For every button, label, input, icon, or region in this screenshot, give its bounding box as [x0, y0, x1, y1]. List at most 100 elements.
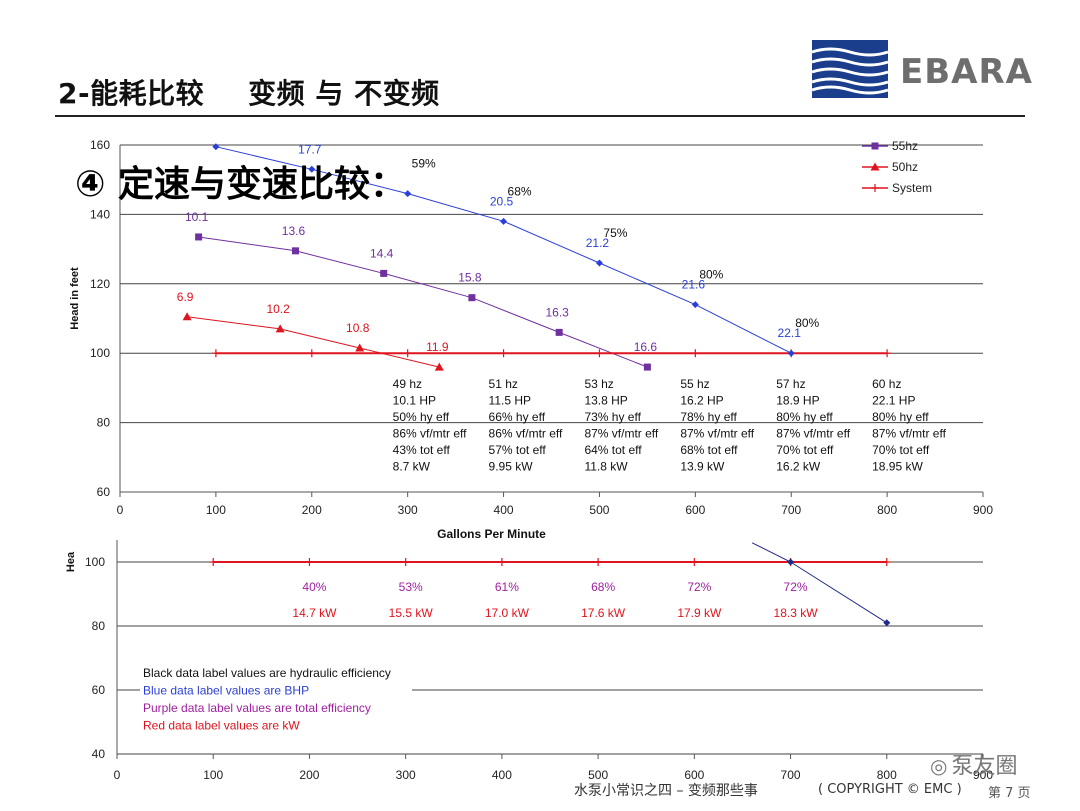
x-tick-label: 200 — [299, 768, 319, 780]
operating-point-text: 11.5 HP — [489, 394, 531, 408]
operating-point-text: 13.9 kW — [680, 460, 725, 474]
data-point — [594, 558, 603, 566]
x-tick-label: 600 — [685, 503, 705, 517]
y-tick-label: 100 — [85, 555, 105, 569]
operating-point-text: 60 hz — [872, 377, 901, 391]
legend-label: System — [892, 181, 932, 195]
data-point — [883, 349, 892, 358]
data-point — [211, 349, 220, 358]
data-label: 20.5 — [490, 194, 514, 208]
total-efficiency-label: 72% — [784, 580, 808, 594]
efficiency-label: 68% — [508, 184, 532, 198]
watermark-text: 泵友圈 — [951, 754, 1018, 779]
data-label: 10.1 — [185, 210, 209, 224]
operating-point-text: 8.7 kW — [393, 460, 431, 474]
x-tick-label: 700 — [781, 503, 801, 517]
footer-page-number: 第 7 页 — [988, 786, 1031, 801]
brand-wordmark: EBARA — [900, 52, 1033, 92]
series-line — [751, 542, 888, 624]
total-efficiency-label: 61% — [495, 580, 519, 594]
legend-note: Purple data label values are total effic… — [143, 701, 371, 715]
data-label: 17.7 — [298, 142, 322, 156]
legend-label: 50hz — [892, 160, 918, 174]
data-point — [643, 363, 651, 371]
data-point — [468, 294, 476, 302]
data-point — [555, 328, 563, 336]
chart-head-vs-flow-lower: 40 60 80 100 0 100 200 300 400 500 600 700 800 900 Hea… — [65, 540, 993, 780]
total-efficiency-label: 72% — [687, 580, 711, 594]
data-label: 6.9 — [177, 290, 194, 304]
x-tick-label: 0 — [117, 503, 124, 517]
data-point — [690, 558, 699, 566]
efficiency-label: 80% — [795, 316, 819, 330]
title-part2: 变频 与 不变频 — [248, 77, 440, 110]
data-point — [182, 312, 192, 321]
operating-point-text: 10.1 HP — [393, 394, 436, 408]
data-point — [787, 558, 795, 566]
efficiency-label: 75% — [603, 226, 627, 240]
y-tick-label: 120 — [90, 277, 110, 291]
y-axis-label: Head in feet — [69, 267, 81, 330]
legend-swatch-marker — [871, 142, 879, 150]
data-point — [404, 190, 412, 198]
operating-point-text: 16.2 HP — [680, 394, 723, 408]
y-tick-label: 140 — [90, 207, 110, 221]
operating-point-text: 13.8 HP — [584, 394, 627, 408]
operating-point-text: 86% vf/mtr eff — [489, 427, 563, 441]
x-tick-label: 400 — [492, 768, 512, 780]
y-tick-label: 80 — [92, 619, 106, 633]
data-point — [195, 233, 203, 241]
y-tick-label: 60 — [97, 485, 111, 499]
data-label: 10.8 — [346, 321, 370, 335]
y-tick-label: 160 — [90, 138, 110, 152]
operating-point-text: 80% hy eff — [776, 410, 833, 424]
kw-label: 17.9 kW — [677, 606, 722, 620]
operating-point-text: 80% hy eff — [872, 410, 929, 424]
data-point — [500, 217, 508, 225]
y-axis-label: Hea — [65, 551, 77, 572]
operating-point-text: 64% tot eff — [584, 443, 642, 457]
efficiency-label: 59% — [412, 157, 436, 171]
operating-point-text: 50% hy eff — [393, 410, 450, 424]
total-efficiency-label: 68% — [591, 580, 615, 594]
x-tick-label: 900 — [973, 768, 993, 780]
y-tick-label: 40 — [92, 747, 106, 761]
legend-note: Blue data label values are BHP — [143, 684, 309, 698]
operating-point-text: 87% vf/mtr eff — [680, 427, 754, 441]
y-tick-label: 100 — [90, 346, 110, 360]
total-efficiency-label: 53% — [399, 580, 423, 594]
data-label: 16.6 — [634, 340, 658, 354]
y-tick-label: 60 — [92, 683, 106, 697]
operating-point-text: 73% hy eff — [584, 410, 641, 424]
legend-swatch-marker — [871, 184, 879, 192]
title-part1: 2-能耗比较 — [58, 77, 205, 110]
x-tick-label: 400 — [494, 503, 514, 517]
operating-point-text: 68% tot eff — [680, 443, 738, 457]
chart-head-vs-flow: 60 80 100 120 140 160 0 100 200 300 400 500 600 700 80… — [69, 138, 993, 541]
operating-point-text: 87% vf/mtr eff — [776, 427, 850, 441]
data-label: 13.6 — [282, 224, 306, 238]
x-tick-label: 900 — [973, 503, 993, 517]
operating-point-text: 57% tot eff — [489, 443, 547, 457]
total-efficiency-label: 40% — [302, 580, 326, 594]
series-line — [198, 236, 648, 368]
x-tick-label: 300 — [398, 503, 418, 517]
x-tick-label: 100 — [203, 768, 223, 780]
overlay-heading: ④ 定速与变速比较： — [75, 164, 407, 205]
legend-label: 55hz — [892, 139, 918, 153]
operating-point-text: 53 hz — [584, 377, 613, 391]
operating-point-text: 11.8 kW — [584, 460, 628, 474]
x-tick-label: 300 — [396, 768, 416, 780]
x-tick-label: 700 — [781, 768, 801, 780]
data-point — [787, 349, 795, 357]
data-point — [883, 619, 891, 627]
kw-label: 15.5 kW — [389, 606, 434, 620]
data-point — [305, 558, 314, 566]
data-label: 11.9 — [426, 340, 449, 354]
y-tick-label: 80 — [97, 416, 111, 430]
x-tick-label: 0 — [114, 768, 121, 780]
data-label: 21.2 — [586, 236, 610, 250]
wechat-icon: ◎ — [930, 754, 948, 778]
data-point — [355, 343, 365, 352]
data-label: 22.1 — [778, 326, 802, 340]
